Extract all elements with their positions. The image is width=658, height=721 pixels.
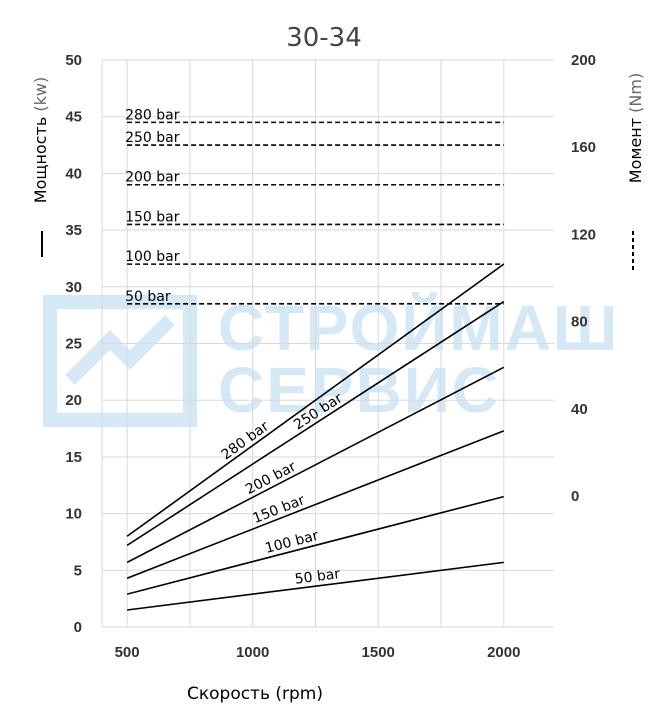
y-axis-right-label: Момент (Nm) [626, 73, 645, 183]
y-left-tick-label: 5 [74, 562, 82, 579]
torque-line-label: 100 bar [125, 249, 180, 265]
torque-line-label: 200 bar [125, 170, 180, 186]
y-right-tick-label: 120 [571, 226, 596, 243]
power-line [127, 561, 504, 611]
y-left-tick-label: 20 [65, 392, 82, 409]
y-right-tick-label: 200 [571, 52, 596, 69]
torque-series: 50 bar 100 bar 150 bar 200 bar 250 bar 280 ba… [125, 107, 504, 305]
y-left-tick-label: 50 [65, 52, 82, 69]
torque-line-label: 250 bar [125, 130, 180, 146]
power-line [126, 366, 505, 564]
y-axis-left-ticks: 0 5 10 15 20 25 30 35 40 45 50 [65, 52, 82, 636]
x-tick-label: 1000 [236, 644, 269, 661]
x-axis-ticks: 500 1000 1500 2000 [115, 644, 521, 661]
y-left-tick-label: 35 [65, 222, 82, 239]
power-line [126, 495, 504, 595]
x-tick-label: 1500 [362, 644, 395, 661]
x-tick-label: 500 [115, 644, 140, 661]
power-line [126, 430, 505, 579]
grid [101, 59, 554, 628]
power-line [126, 263, 505, 537]
x-tick-label: 2000 [487, 644, 520, 661]
torque-line-label: 150 bar [125, 209, 180, 225]
power-line-label: 100 bar [264, 528, 321, 557]
y-left-tick-label: 0 [74, 619, 82, 636]
power-line [126, 300, 505, 547]
y-right-tick-label: 80 [571, 314, 588, 331]
torque-line-label: 280 bar [125, 107, 180, 123]
watermark: СТРОЙМАШ СЕРВИС [43, 291, 617, 427]
y-left-tick-label: 45 [65, 109, 82, 126]
y-left-tick-label: 10 [65, 506, 82, 523]
torque-line-label: 50 bar [125, 289, 171, 305]
chart-title: 30-34 [286, 23, 362, 53]
y-right-tick-label: 40 [571, 401, 588, 418]
y-right-tick-label: 0 [571, 488, 579, 505]
y-left-tick-label: 25 [65, 336, 82, 353]
y-left-tick-label: 40 [65, 165, 82, 182]
power-line-label: 50 bar [294, 566, 341, 588]
watermark-line2: СЕРВИС [218, 354, 500, 426]
y-left-tick-label: 15 [65, 449, 82, 466]
y-axis-right-ticks: 0 40 80 120 160 200 [571, 52, 596, 505]
y-left-tick-label: 30 [65, 279, 82, 296]
power-line-label: 150 bar [251, 492, 308, 527]
y-axis-left-label: Мощность (kw) [31, 77, 50, 203]
x-axis-label: Скорость (rpm) [187, 684, 323, 704]
y-right-tick-label: 160 [571, 139, 596, 156]
